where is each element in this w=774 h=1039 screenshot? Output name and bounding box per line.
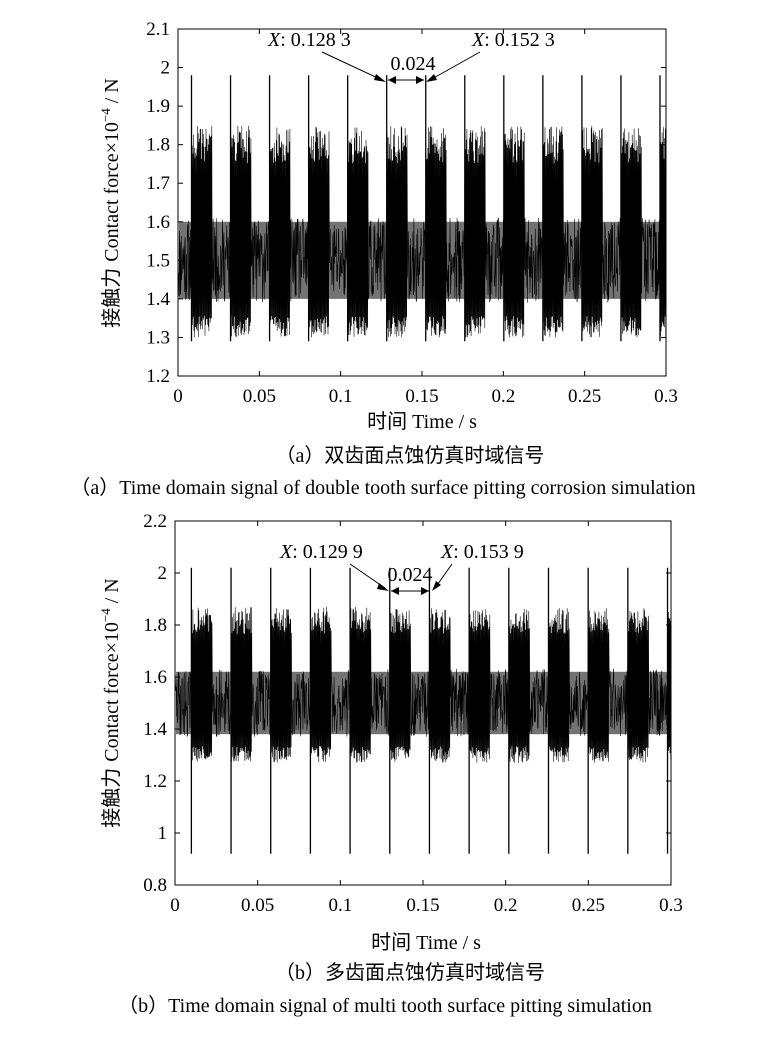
chart-b-y-axis-title-cn: 接触力 — [100, 768, 123, 828]
chart-a-signal-core-band — [179, 221, 665, 299]
chart-b-y-tick-label: 1.4 — [143, 719, 167, 740]
chart-b-x-tick-label: 0 — [170, 895, 180, 916]
chart-a-x-tick-label: 0.3 — [654, 386, 678, 407]
chart-b-x-tick-label: 0.05 — [241, 895, 274, 916]
chart-a-leader-left — [321, 51, 383, 81]
chart-a-annotation-right: X: 0.152 3 — [471, 29, 555, 51]
chart-a-leader-left-head — [374, 74, 386, 82]
chart-a-y-ticks: 1.2 1.3 1.4 1.5 1.6 1.7 1.8 1.9 2 2.1 — [146, 19, 666, 387]
chart-b-interval-arrow-right — [421, 587, 429, 595]
chart-b-x-tick-label: 0.3 — [659, 895, 683, 916]
chart-a-interval-arrow-right — [416, 76, 424, 84]
chart-b-y-tick-label: 1.6 — [143, 667, 167, 688]
chart-a-x-tick-label: 0.2 — [491, 386, 515, 407]
chart-a-x-tick-label: 0.05 — [243, 386, 276, 407]
chart-a-x-ticks: 0 0.05 0.1 0.15 0.2 0.25 0.3 — [173, 29, 678, 407]
chart-b-signal — [174, 567, 672, 854]
chart-a-annotation-left: X: 0.128 3 — [267, 29, 351, 51]
chart-b-annotations: X: 0.129 9 X: 0.153 9 0.024 — [279, 541, 524, 595]
chart-a-leader-right-head — [426, 74, 437, 82]
chart-a-x-tick-label: 0.25 — [568, 386, 601, 407]
chart-a-leader-right — [429, 51, 481, 81]
chart-a-y-axis-title-exp: −4 — [98, 108, 113, 122]
chart-b-annotation-left: X: 0.129 9 — [279, 541, 363, 563]
chart-b-y-tick-label: 2.2 — [143, 511, 167, 532]
chart-b-caption-en: （b）Time domain signal of multi tooth sur… — [118, 994, 652, 1017]
chart-a-y-tick-label: 1.9 — [146, 96, 170, 117]
chart-b-y-tick-label: 1.2 — [143, 771, 167, 792]
chart-a-y-tick-label: 1.6 — [146, 212, 170, 233]
chart-b-y-axis-title: 接触力 Contact force×10−4 / N — [98, 578, 123, 827]
chart-b-x-ticks: 0 0.05 0.1 0.15 0.2 0.25 0.3 — [170, 521, 683, 916]
chart-b-y-tick-label: 2 — [158, 563, 168, 584]
chart-a-y-tick-label: 2.1 — [146, 19, 170, 40]
chart-a-y-tick-label: 1.4 — [146, 289, 170, 310]
chart-b-y-axis-title-unit: / N — [101, 578, 123, 608]
chart-a-y-tick-label: 1.3 — [146, 327, 170, 348]
chart-b-y-tick-label: 1 — [158, 823, 168, 844]
chart-b-x-tick-label: 0.2 — [494, 895, 518, 916]
chart-a-y-axis-title-en: Contact force×10 — [101, 122, 123, 262]
chart-a-y-tick-label: 1.2 — [146, 366, 170, 387]
chart-a-y-axis-title-cn: 接触力 — [100, 268, 123, 328]
chart-a-x-axis-title: 时间 Time / s — [367, 410, 477, 433]
chart-b-x-tick-label: 0.25 — [572, 895, 605, 916]
chart-b-annotation-right: X: 0.153 9 — [440, 541, 524, 563]
chart-b-x-axis-title: 时间 Time / s — [371, 931, 481, 954]
chart-a-signal — [177, 75, 667, 342]
chart-b-x-tick-label: 0.1 — [328, 895, 352, 916]
chart-a-interval-arrow-left — [388, 76, 396, 84]
chart-b-signal-core-band — [176, 671, 670, 735]
chart-b-y-tick-label: 0.8 — [143, 875, 167, 896]
chart-b-x-tick-label: 0.15 — [406, 895, 439, 916]
chart-b-y-ticks: 0.8 1 1.2 1.4 1.6 1.8 2 2.2 — [143, 511, 671, 896]
chart-b-annotation-interval: 0.024 — [388, 564, 433, 586]
chart-a-y-tick-label: 1.5 — [146, 250, 170, 271]
chart-a-annotation-interval: 0.024 — [391, 53, 436, 75]
chart-a-y-tick-label: 2 — [161, 58, 171, 79]
chart-b-caption-cn: （b）多齿面点蚀仿真时域信号 — [275, 961, 545, 984]
chart-a: 1.2 1.3 1.4 1.5 1.6 1.7 1.8 1.9 2 2.1 0 0.05 0.1 0.1… — [70, 19, 695, 499]
chart-a-x-tick-label: 0.15 — [405, 386, 438, 407]
chart-a-y-axis-title-unit: / N — [101, 78, 123, 108]
chart-a-caption-cn: （a）双齿面点蚀仿真时域信号 — [276, 444, 545, 467]
chart-b-leader-left-head — [377, 583, 389, 591]
chart-a-x-tick-label: 0 — [173, 386, 183, 407]
chart-b-y-axis-title-en: Contact force×10 — [101, 622, 123, 762]
chart-a-x-tick-label: 0.1 — [329, 386, 353, 407]
chart-a-annotations: X: 0.128 3 X: 0.152 3 0.024 — [267, 29, 555, 84]
chart-b: 0.8 1 1.2 1.4 1.6 1.8 2 2.2 0 0.05 0.1 0.15 0.2 0.25… — [98, 511, 683, 1017]
chart-b-leader-right-head — [432, 581, 441, 591]
chart-a-caption-en: （a）Time domain signal of double tooth su… — [70, 476, 695, 499]
chart-a-y-axis-title: 接触力 Contact force×10−4 / N — [98, 78, 123, 327]
chart-b-y-axis-title-exp: −4 — [98, 608, 113, 622]
chart-a-y-tick-label: 1.7 — [146, 173, 170, 194]
chart-a-y-tick-label: 1.8 — [146, 135, 170, 156]
chart-b-y-tick-label: 1.8 — [143, 615, 167, 636]
chart-b-interval-arrow-left — [391, 587, 399, 595]
